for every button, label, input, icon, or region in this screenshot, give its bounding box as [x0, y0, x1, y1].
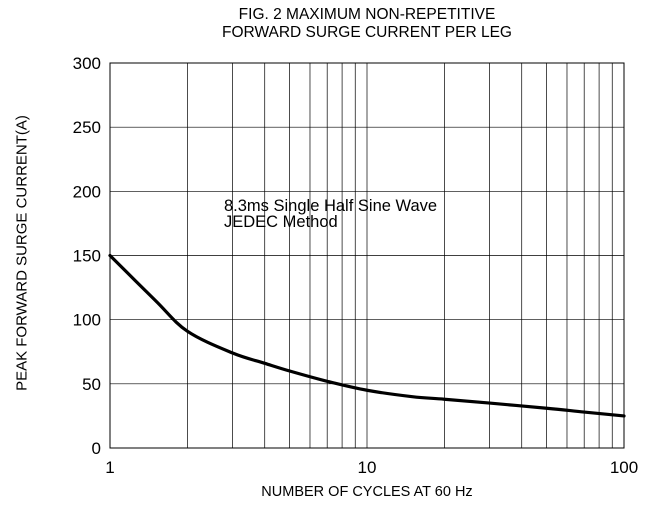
y-tick-label: 100 [73, 311, 101, 330]
x-tick-label: 1 [105, 458, 114, 477]
annotation-waveform: 8.3ms Single Half Sine Wave [224, 197, 438, 215]
y-tick-label: 250 [73, 118, 101, 137]
y-tick-label: 150 [73, 247, 101, 266]
annotation-method: JEDEC Method [224, 213, 338, 231]
y-tick-label: 200 [73, 182, 101, 201]
series-line [108, 253, 626, 418]
y-axis-label: PEAK FORWARD SURGE CURRENT(A) [13, 115, 31, 391]
x-axis-label: NUMBER OF CYCLES AT 60 Hz [261, 484, 473, 500]
grid-lines [110, 63, 624, 448]
x-tick-label: 100 [610, 458, 638, 477]
y-tick-label: 300 [73, 54, 101, 73]
y-tick-label: 50 [82, 375, 101, 394]
chart-title-line-1: FIG. 2 MAXIMUM NON-REPETITIVE [238, 6, 496, 23]
tick-labels: 0 50 100 150 200 250 300 1 10 100 [73, 54, 639, 477]
chart-title-line-2: FORWARD SURGE CURRENT PER LEG [222, 24, 512, 41]
y-tick-label: 0 [92, 439, 101, 458]
x-tick-label: 10 [358, 458, 377, 477]
